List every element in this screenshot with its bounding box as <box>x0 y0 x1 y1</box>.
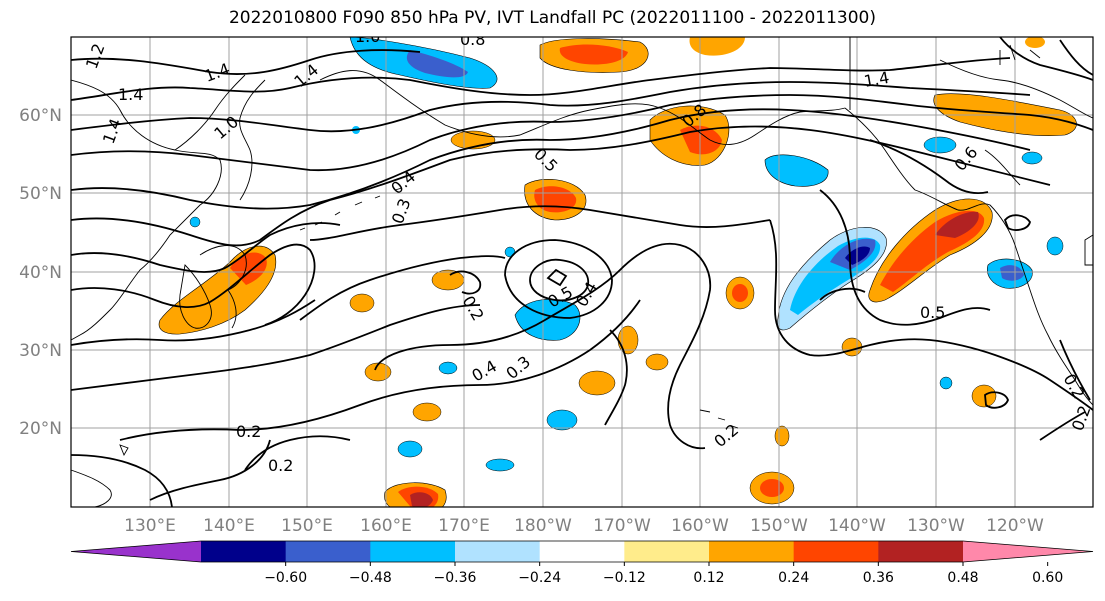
anomaly-positive <box>1025 37 1045 48</box>
lat-label: 40°N <box>19 263 62 283</box>
contour-label: 0.2 <box>268 456 293 475</box>
anomaly-positive <box>732 284 748 302</box>
lon-label: 150°W <box>750 516 808 536</box>
anomaly-positive <box>689 37 745 56</box>
colorbar-segment <box>201 541 287 562</box>
anomaly-positive <box>412 402 442 422</box>
colorbar-tick-label: 0.48 <box>947 570 978 586</box>
lat-label: 60°N <box>19 106 62 126</box>
map-title: 2022010800 F090 850 hPa PV, IVT Landfall… <box>228 8 876 28</box>
lon-label: 150°E <box>281 516 333 536</box>
colorbar-outline <box>70 540 1094 563</box>
latitude-labels: 60°N 50°N 40°N 30°N 20°N <box>19 106 62 439</box>
colorbar: −0.60 −0.48 −0.36 −0.24 −0.12 0.12 0.24 0.36 0.4… <box>70 540 1094 586</box>
colorbar-extension-high <box>963 541 1093 562</box>
colorbar-tick-label: 0.24 <box>778 570 809 586</box>
anomaly-positive <box>645 353 669 371</box>
lon-label: 170°E <box>438 516 490 536</box>
anomaly-positive <box>578 370 616 396</box>
anomaly-negative <box>546 409 578 431</box>
colorbar-tick-label: 0.60 <box>1032 570 1063 586</box>
colorbar-tick-label: −0.36 <box>434 570 477 586</box>
colorbar-segment <box>878 541 964 562</box>
anomaly-negative <box>1046 236 1064 256</box>
lon-label: 130°E <box>124 516 176 536</box>
anomaly-negative <box>764 154 829 187</box>
lat-label: 20°N <box>19 419 62 439</box>
colorbar-segment <box>455 541 541 562</box>
anomaly-positive <box>431 269 465 291</box>
anomaly-positive <box>559 44 628 65</box>
anomaly-negative <box>1000 265 1024 281</box>
colorbar-tick-label: −0.60 <box>264 570 307 586</box>
colorbar-extension-low <box>71 541 201 562</box>
colorbar-segment <box>370 541 456 562</box>
map-frame <box>70 36 1094 508</box>
colorbar-tick-label: 0.36 <box>863 570 894 586</box>
contour-label: 0.2 <box>236 422 261 441</box>
anomaly-negative <box>397 440 423 458</box>
anomaly-negative <box>485 458 515 472</box>
colorbar-segment <box>285 541 371 562</box>
anomaly-positive <box>364 362 392 382</box>
colorbar-tick-label: 0.12 <box>693 570 724 586</box>
anomaly-positive <box>774 425 790 447</box>
lon-label: 160°W <box>671 516 729 536</box>
anomaly-negative <box>1021 151 1043 165</box>
anomaly-positive <box>935 211 979 238</box>
colorbar-segment <box>624 541 710 562</box>
pv-contours <box>71 37 1093 507</box>
lon-label: 130°W <box>907 516 965 536</box>
contour-label: 1.4 <box>862 68 890 91</box>
contour-label: 0.8 <box>460 30 485 49</box>
longitude-labels: 130°E 140°E 150°E 160°E 170°E 180°W 170°… <box>124 516 1044 536</box>
lon-label: 140°E <box>203 516 255 536</box>
lon-label: 160°E <box>360 516 412 536</box>
anomaly-negative <box>923 136 957 154</box>
lat-label: 50°N <box>19 184 62 204</box>
anomaly-positive <box>971 384 997 408</box>
colorbar-segment <box>709 541 795 562</box>
anomaly-positive <box>349 293 375 313</box>
anomaly-positive <box>760 479 784 497</box>
anomaly-positive <box>841 337 863 357</box>
contour-label: 1.0 <box>355 27 380 46</box>
colorbar-segment <box>793 541 879 562</box>
lon-label: 180°W <box>514 516 572 536</box>
contour-label: 0.5 <box>920 303 945 322</box>
lon-label: 170°W <box>593 516 651 536</box>
anomaly-negative <box>406 50 468 78</box>
lon-label: 120°W <box>986 516 1044 536</box>
lat-label: 30°N <box>19 341 62 361</box>
anomaly-negative <box>438 361 458 375</box>
colorbar-tick-label: −0.24 <box>518 570 561 586</box>
anomaly-negative <box>189 216 201 228</box>
lon-label: 140°W <box>828 516 886 536</box>
contour-label: 1.4 <box>118 85 143 104</box>
anomaly-positive <box>680 125 722 155</box>
shaded-anomalies <box>158 37 1077 507</box>
anomaly-negative <box>939 376 953 390</box>
colorbar-tick-label: −0.48 <box>349 570 392 586</box>
colorbar-tick-label: −0.12 <box>603 570 646 586</box>
anomaly-positive <box>230 252 267 285</box>
anomaly-positive <box>410 492 433 507</box>
colorbar-segment <box>539 541 625 562</box>
